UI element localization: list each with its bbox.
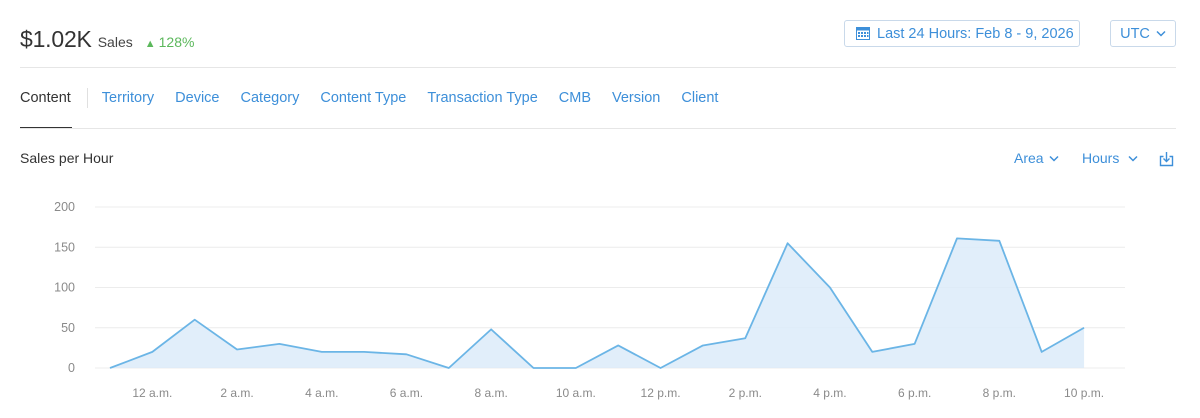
download-icon — [1159, 152, 1174, 167]
dimension-tabs: Content Territory Device Category Conten… — [20, 88, 739, 108]
sales-delta: ▲ 128% — [145, 34, 195, 50]
y-tick-label: 150 — [54, 240, 75, 254]
calendar-icon — [856, 27, 870, 40]
sales-per-hour-chart: 0 50 100 150 200 12 a.m. 2 a.m. 4 a.m. 6 a.m. 8 … — [54, 200, 1125, 400]
series-area — [110, 238, 1085, 368]
y-tick-label: 200 — [54, 200, 75, 214]
tab-content-type[interactable]: Content Type — [320, 90, 407, 106]
y-tick-label: 0 — [68, 361, 75, 375]
x-tick-label: 4 p.m. — [813, 386, 846, 400]
x-tick-label: 2 p.m. — [729, 386, 762, 400]
timezone-select[interactable]: UTC — [1110, 20, 1176, 47]
series-line — [109, 237, 1085, 369]
x-tick-label: 8 a.m. — [474, 386, 507, 400]
tab-category[interactable]: Category — [240, 90, 300, 106]
tab-territory[interactable]: Territory — [101, 90, 155, 106]
x-tick-label: 6 p.m. — [898, 386, 931, 400]
tab-version[interactable]: Version — [612, 90, 661, 106]
y-tick-label: 50 — [61, 321, 75, 335]
x-axis-ticks: 12 a.m. 2 a.m. 4 a.m. 6 a.m. 8 a.m. 10 a.m. 12… — [132, 386, 1104, 400]
x-tick-label: 4 a.m. — [305, 386, 338, 400]
chart-series — [109, 237, 1085, 369]
chart-type-label: Area — [1014, 150, 1044, 166]
sales-delta-value: 128% — [158, 34, 195, 50]
x-tick-label: 6 a.m. — [390, 386, 423, 400]
date-range-label: Last 24 Hours: Feb 8 - 9, 2026 — [877, 25, 1074, 42]
tab-device[interactable]: Device — [175, 90, 220, 106]
interval-label: Hours — [1082, 150, 1120, 166]
tab-separator — [86, 88, 88, 108]
y-tick-label: 100 — [54, 281, 75, 295]
x-tick-label: 2 a.m. — [220, 386, 253, 400]
date-range-button[interactable]: Last 24 Hours: Feb 8 - 9, 2026 — [844, 20, 1080, 47]
tabs-divider — [20, 128, 1176, 129]
interval-select[interactable]: Hours — [1082, 150, 1138, 166]
x-tick-label: 12 p.m. — [641, 386, 681, 400]
tab-client[interactable]: Client — [681, 90, 719, 106]
chart-title: Sales per Hour — [20, 150, 114, 166]
tab-transaction-type[interactable]: Transaction Type — [427, 90, 538, 106]
sales-label: Sales — [97, 34, 133, 50]
x-tick-label: 10 a.m. — [556, 386, 596, 400]
y-axis-ticks: 0 50 100 150 200 — [54, 200, 75, 375]
chevron-down-icon — [1156, 30, 1166, 37]
x-tick-label: 12 a.m. — [132, 386, 172, 400]
x-tick-label: 10 p.m. — [1064, 386, 1104, 400]
tab-content[interactable]: Content — [20, 90, 71, 106]
timezone-label: UTC — [1120, 25, 1150, 42]
sales-summary: $1.02K Sales ▲ 128% — [20, 26, 194, 58]
x-tick-label: 8 p.m. — [983, 386, 1016, 400]
tab-cmb[interactable]: CMB — [558, 90, 591, 106]
chevron-down-icon — [1049, 155, 1059, 162]
chevron-down-icon — [1128, 155, 1138, 162]
sales-amount: $1.02K — [20, 26, 92, 52]
chart-type-select[interactable]: Area — [1014, 150, 1059, 166]
download-button[interactable] — [1159, 151, 1174, 172]
up-arrow-icon: ▲ — [144, 38, 156, 50]
header-divider — [20, 67, 1176, 68]
